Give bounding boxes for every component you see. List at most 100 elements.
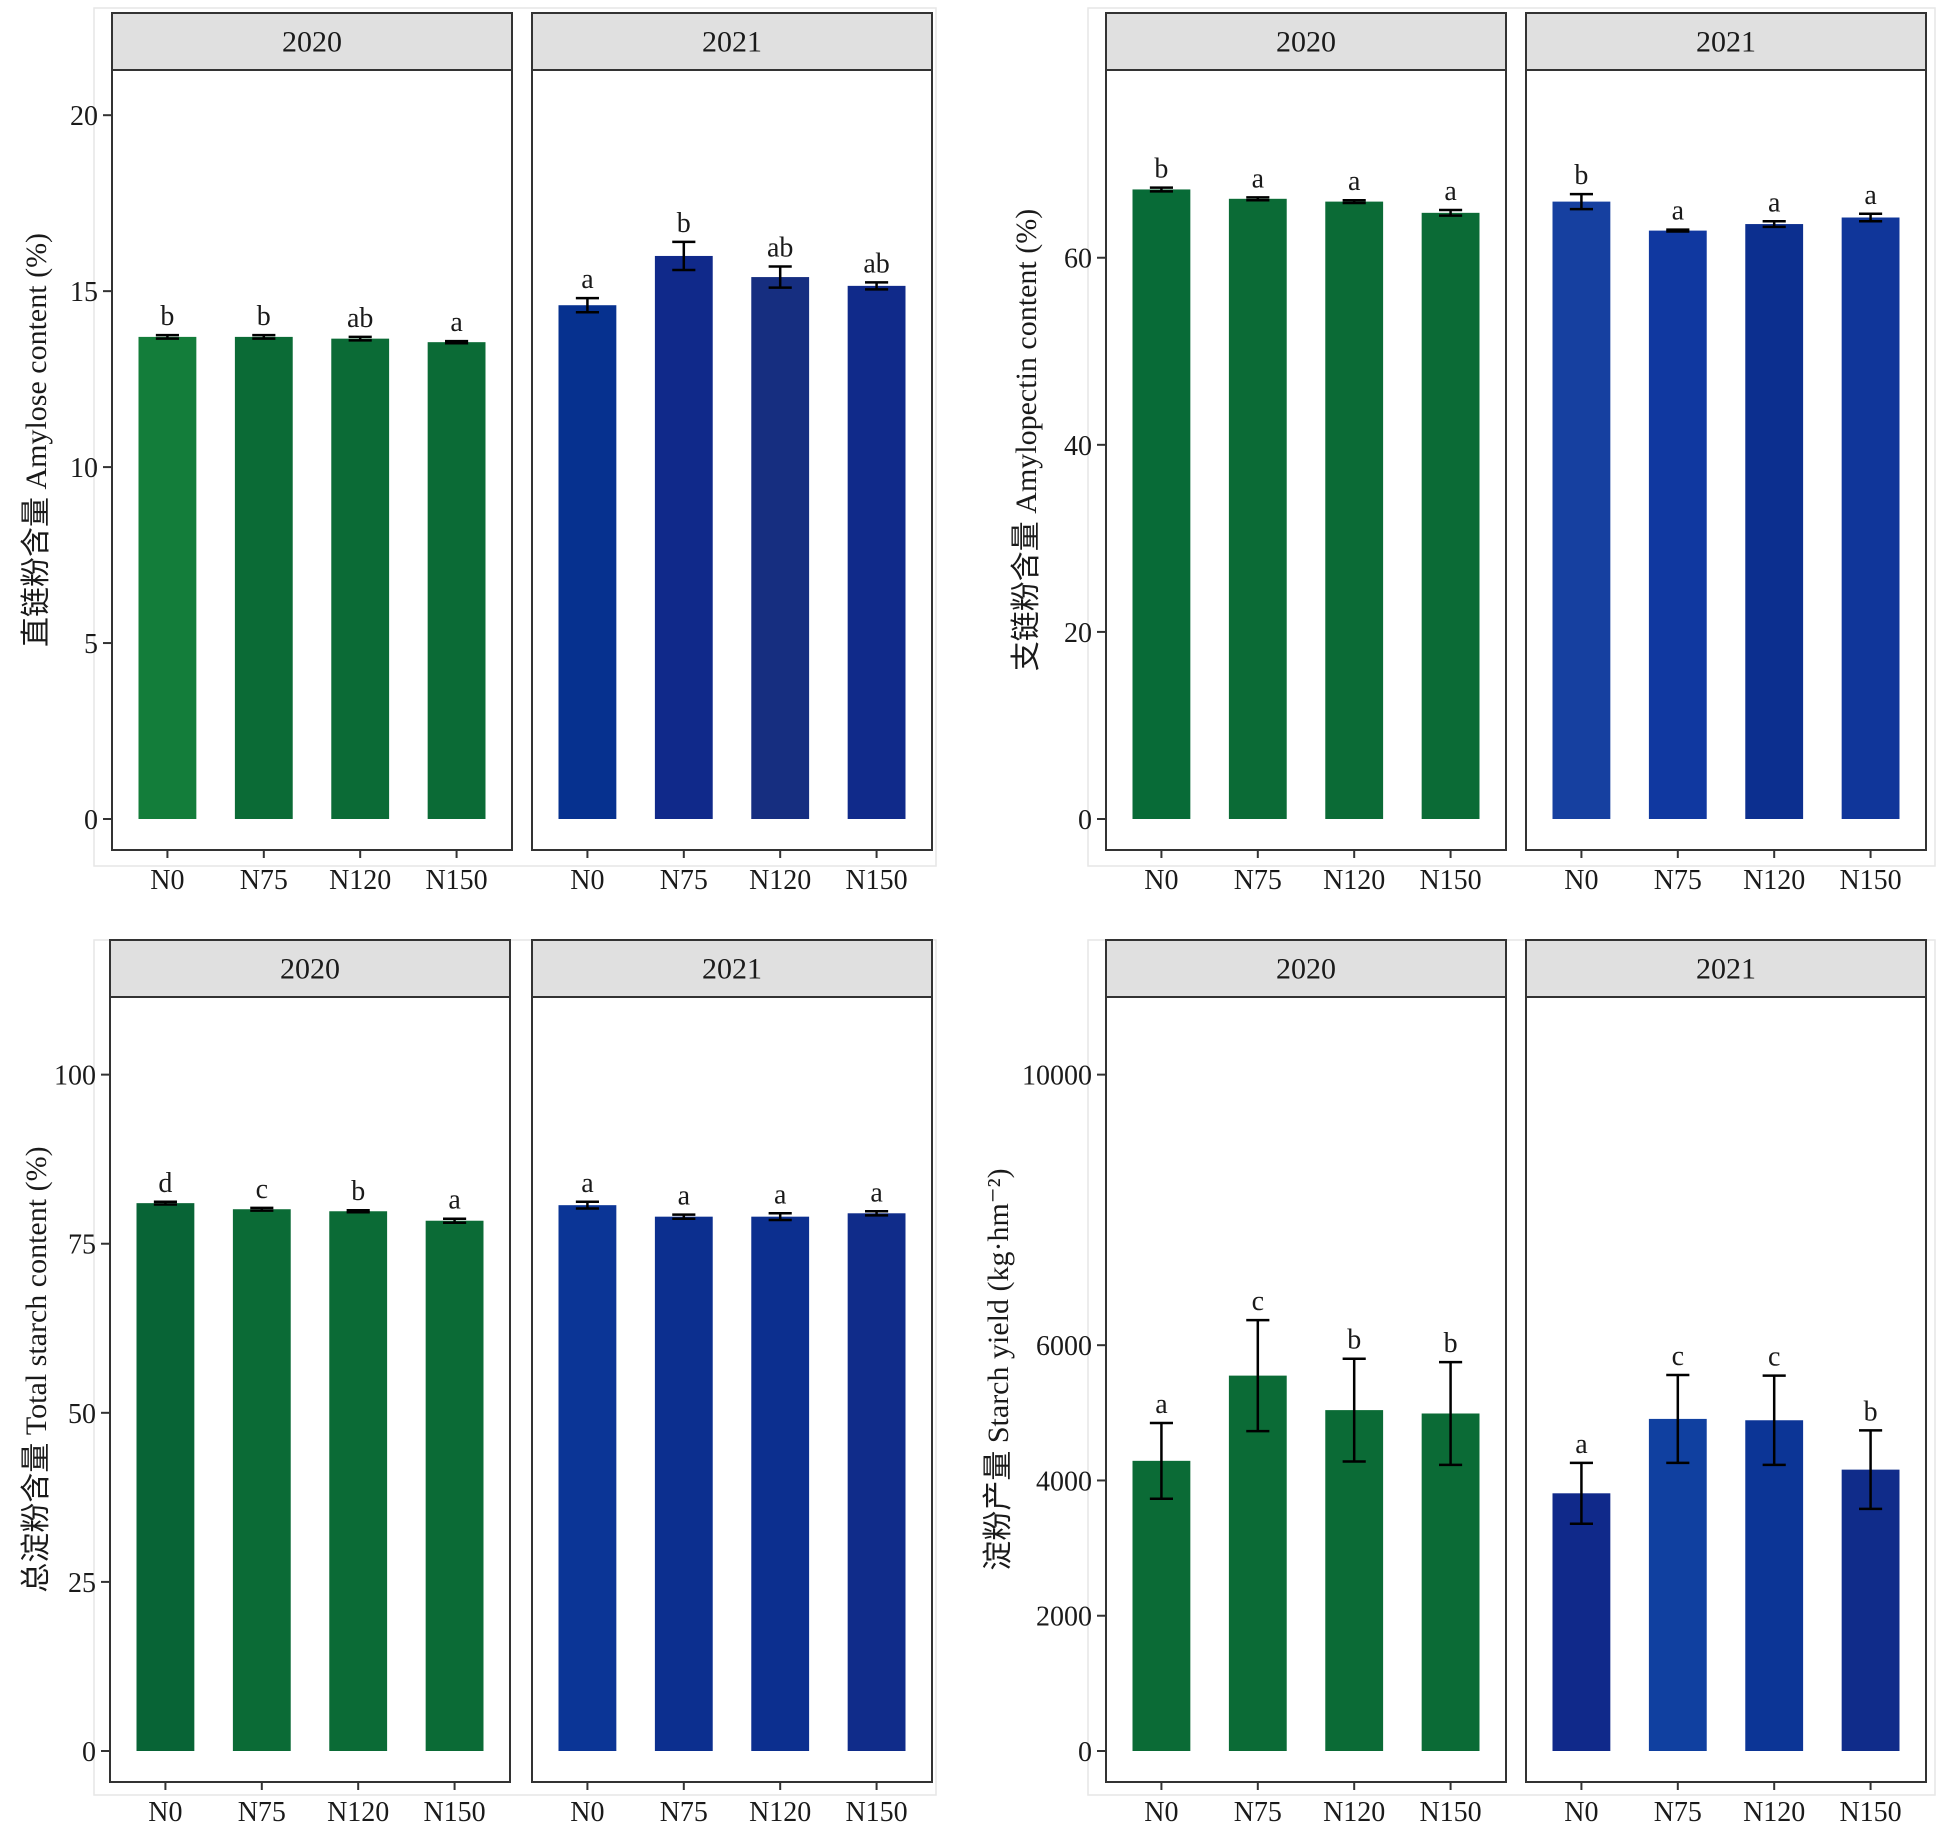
bar-N75	[1228, 1375, 1287, 1751]
bar-N150	[847, 1213, 906, 1751]
significance-letter: b	[1347, 1325, 1361, 1356]
y-tick-label: 4000	[1036, 1466, 1092, 1497]
y-tick-label: 20	[1064, 618, 1092, 649]
significance-letter: b	[1864, 1396, 1878, 1427]
chart-outer-border	[93, 7, 937, 867]
facet-strip	[109, 939, 511, 998]
chart-amylose: 0 5 10 15 20 直链粉含量 Amylose content (%) 2020 b N0…	[20, 7, 937, 896]
y-tick-label: 100	[54, 1061, 96, 1092]
bar-N150	[1421, 212, 1480, 820]
significance-letter: b	[257, 301, 271, 332]
significance-letter: a	[1444, 176, 1457, 207]
significance-letter: b	[677, 208, 691, 239]
x-tick-label: N120	[1323, 865, 1385, 896]
y-tick-label: 10000	[1022, 1061, 1092, 1092]
x-tick-label: N75	[660, 1797, 708, 1828]
x-tick-label: N150	[845, 865, 907, 896]
x-tick-label: N120	[1743, 865, 1805, 896]
bar-N150	[847, 285, 906, 820]
bar-N75	[1648, 230, 1707, 819]
y-tick-label: 0	[1078, 1737, 1092, 1768]
y-tick-label: 25	[68, 1568, 96, 1599]
significance-letter: a	[581, 264, 594, 295]
facet-2020: 2020 b N0 a N75 a N120 a N150	[1105, 12, 1507, 896]
bar-N120	[751, 1216, 810, 1751]
bar-N120	[1325, 201, 1384, 819]
bar-N0	[558, 305, 617, 819]
x-tick-label: N120	[1743, 1797, 1805, 1828]
facet-strip-label: 2020	[1276, 26, 1336, 59]
bar-N150	[1841, 1469, 1900, 1751]
facet-2021: 2021 a N0 a N75 a N120 a N150	[531, 939, 933, 1828]
y-axis-title: 淀粉产量 Starch yield (kg·hm⁻²)	[982, 1168, 1015, 1570]
bar-N75	[654, 1216, 713, 1751]
y-tick-label: 6000	[1036, 1331, 1092, 1362]
bar-N120	[751, 277, 810, 820]
significance-letter: ab	[347, 303, 373, 334]
y-axis-title: 总淀粉含量 Total starch content (%)	[20, 1146, 53, 1592]
bar-N0	[558, 1205, 617, 1751]
x-tick-label: N75	[240, 865, 288, 896]
significance-letter: a	[1575, 1429, 1588, 1460]
x-tick-label: N75	[1234, 1797, 1282, 1828]
facet-strip	[1105, 12, 1507, 71]
significance-letter: b	[351, 1176, 365, 1207]
x-tick-label: N75	[238, 1797, 286, 1828]
y-axis-title: 支链粉含量 Amylopectin content (%)	[1010, 209, 1043, 671]
y-tick-label: 15	[70, 277, 98, 308]
x-tick-label: N75	[1234, 865, 1282, 896]
x-tick-label: N75	[1654, 1797, 1702, 1828]
chart-total-starch: 0 25 50 75 100 总淀粉含量 Total starch content (%)…	[20, 939, 937, 1828]
significance-letter: a	[1672, 196, 1685, 227]
facet-strip-label: 2021	[1696, 26, 1756, 59]
significance-letter: c	[1672, 1341, 1684, 1372]
chart-amylopectin: 0 20 40 60 支链粉含量 Amylopectin content (%) 2020…	[1010, 7, 1936, 896]
bar-N150	[427, 342, 486, 819]
bar-N0	[1552, 201, 1611, 819]
significance-letter: ab	[767, 233, 793, 264]
significance-letter: a	[1864, 180, 1877, 211]
facet-strip-label: 2020	[280, 953, 340, 986]
y-axis-title: 直链粉含量 Amylose content (%)	[20, 233, 53, 647]
x-tick-label: N120	[749, 865, 811, 896]
significance-letter: a	[1768, 187, 1781, 218]
y-tick-label: 75	[68, 1230, 96, 1261]
x-tick-label: N0	[150, 865, 184, 896]
facet-strip	[531, 12, 933, 71]
facet-strip	[1105, 939, 1507, 998]
bar-N120	[1325, 1410, 1384, 1751]
x-tick-label: N75	[660, 865, 708, 896]
facet-2020: 2020 b N0 b N75 ab N120 a N150	[111, 12, 513, 896]
y-tick-label: 0	[84, 805, 98, 836]
facet-strip-label: 2021	[702, 953, 762, 986]
y-tick-label: 40	[1064, 431, 1092, 462]
facet-2020: 2020 d N0 c N75 b N120 a N150	[109, 939, 511, 1828]
facet-2021: 2021 a N0 c N75 c N120 b N150	[1525, 939, 1927, 1828]
x-tick-label: N75	[1654, 865, 1702, 896]
x-tick-label: N0	[570, 1797, 604, 1828]
x-tick-label: N120	[1323, 1797, 1385, 1828]
facet-2020: 2020 a N0 c N75 b N120 b N150	[1105, 939, 1507, 1828]
bar-N0	[1132, 1460, 1191, 1751]
bar-N75	[654, 255, 713, 819]
bar-N120	[331, 338, 390, 819]
x-tick-label: N150	[845, 1797, 907, 1828]
x-tick-label: N150	[1839, 1797, 1901, 1828]
y-tick-label: 2000	[1036, 1602, 1092, 1633]
x-tick-label: N0	[148, 1797, 182, 1828]
bar-N120	[329, 1211, 388, 1751]
x-tick-label: N150	[1419, 1797, 1481, 1828]
x-tick-label: N120	[329, 865, 391, 896]
bar-N0	[1132, 189, 1191, 819]
facet-strip-label: 2020	[282, 26, 342, 59]
bar-N120	[1745, 224, 1804, 819]
bar-N75	[232, 1209, 291, 1751]
y-tick-label: 50	[68, 1399, 96, 1430]
significance-letter: d	[158, 1168, 172, 1199]
bar-N150	[1421, 1413, 1480, 1751]
significance-letter: b	[1574, 160, 1588, 191]
significance-letter: b	[1444, 1328, 1458, 1359]
y-tick-label: 0	[82, 1737, 96, 1768]
significance-letter: a	[1348, 166, 1361, 197]
significance-letter: a	[581, 1168, 594, 1199]
